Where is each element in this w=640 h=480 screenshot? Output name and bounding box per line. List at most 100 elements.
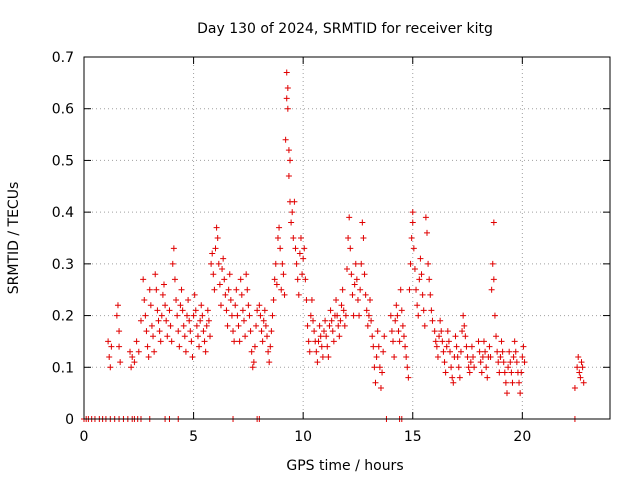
data-point <box>324 343 331 350</box>
data-point <box>502 379 509 386</box>
data-point <box>393 302 400 309</box>
data-point <box>311 328 318 335</box>
data-point <box>571 384 578 391</box>
data-point <box>238 291 245 298</box>
data-point <box>276 224 283 231</box>
data-point <box>273 281 280 288</box>
data-point <box>283 95 290 102</box>
data-point <box>372 379 379 386</box>
data-point <box>256 302 263 309</box>
data-point <box>155 317 162 324</box>
data-point <box>399 322 406 329</box>
data-point <box>117 359 124 366</box>
data-point <box>510 353 517 360</box>
data-point <box>338 302 345 309</box>
data-point <box>154 307 161 314</box>
data-point <box>254 307 261 314</box>
data-point <box>302 276 309 283</box>
data-point <box>359 219 366 226</box>
data-point <box>505 364 512 371</box>
data-point <box>310 317 317 324</box>
data-point <box>323 333 330 340</box>
data-point <box>231 338 238 345</box>
data-point <box>488 286 495 293</box>
data-point <box>462 333 469 340</box>
data-point <box>453 343 460 350</box>
x-tick-label: 5 <box>189 429 198 445</box>
data-point <box>221 276 228 283</box>
data-point <box>362 291 369 298</box>
data-point <box>423 229 430 236</box>
data-point <box>420 307 427 314</box>
data-point <box>174 312 181 319</box>
data-point <box>187 328 194 335</box>
data-point <box>135 348 142 355</box>
data-point <box>477 359 484 366</box>
data-point <box>320 328 327 335</box>
data-point <box>421 322 428 329</box>
data-point <box>449 374 456 381</box>
data-point <box>509 379 516 386</box>
data-point <box>226 271 233 278</box>
data-point <box>460 312 467 319</box>
data-point <box>486 343 493 350</box>
data-point <box>272 260 279 267</box>
data-point <box>300 255 307 262</box>
data-point <box>211 286 218 293</box>
data-point <box>518 369 525 376</box>
data-point <box>232 302 239 309</box>
data-point <box>153 286 160 293</box>
data-point <box>380 348 387 355</box>
data-point <box>364 322 371 329</box>
data-point <box>295 291 302 298</box>
data-point <box>414 302 421 309</box>
data-point <box>247 328 254 335</box>
data-point <box>209 250 216 257</box>
data-point <box>284 105 291 112</box>
data-point <box>191 291 198 298</box>
data-point <box>511 338 518 345</box>
data-point <box>487 353 494 360</box>
plot-frame <box>83 56 611 420</box>
data-point <box>279 260 286 267</box>
data-point <box>578 359 585 366</box>
data-point <box>288 219 295 226</box>
x-tick-label: 15 <box>404 429 422 445</box>
data-point <box>220 255 227 262</box>
data-point <box>352 260 359 267</box>
data-point <box>131 359 138 366</box>
data-point <box>188 338 195 345</box>
data-point <box>116 328 123 335</box>
data-point <box>403 353 410 360</box>
data-point <box>376 364 383 371</box>
data-point <box>199 312 206 319</box>
data-point <box>452 333 459 340</box>
data-point <box>259 338 266 345</box>
data-point <box>361 271 368 278</box>
data-point <box>368 317 375 324</box>
data-point <box>371 364 378 371</box>
data-point <box>151 348 158 355</box>
data-point <box>162 302 169 309</box>
data-point <box>575 353 582 360</box>
data-point <box>164 333 171 340</box>
data-point <box>156 328 163 335</box>
data-point <box>227 297 234 304</box>
data-point <box>374 328 381 335</box>
data-point <box>369 333 376 340</box>
data-point <box>507 359 514 366</box>
data-point <box>365 312 372 319</box>
data-point <box>196 343 203 350</box>
data-point <box>303 297 310 304</box>
data-point <box>336 333 343 340</box>
data-point <box>267 343 274 350</box>
data-point <box>244 286 251 293</box>
data-point <box>479 353 486 360</box>
data-point <box>147 302 154 309</box>
data-point <box>398 307 405 314</box>
data-point <box>258 328 265 335</box>
data-point <box>463 343 470 350</box>
data-point <box>318 343 325 350</box>
data-point <box>294 276 301 283</box>
data-point <box>105 338 112 345</box>
